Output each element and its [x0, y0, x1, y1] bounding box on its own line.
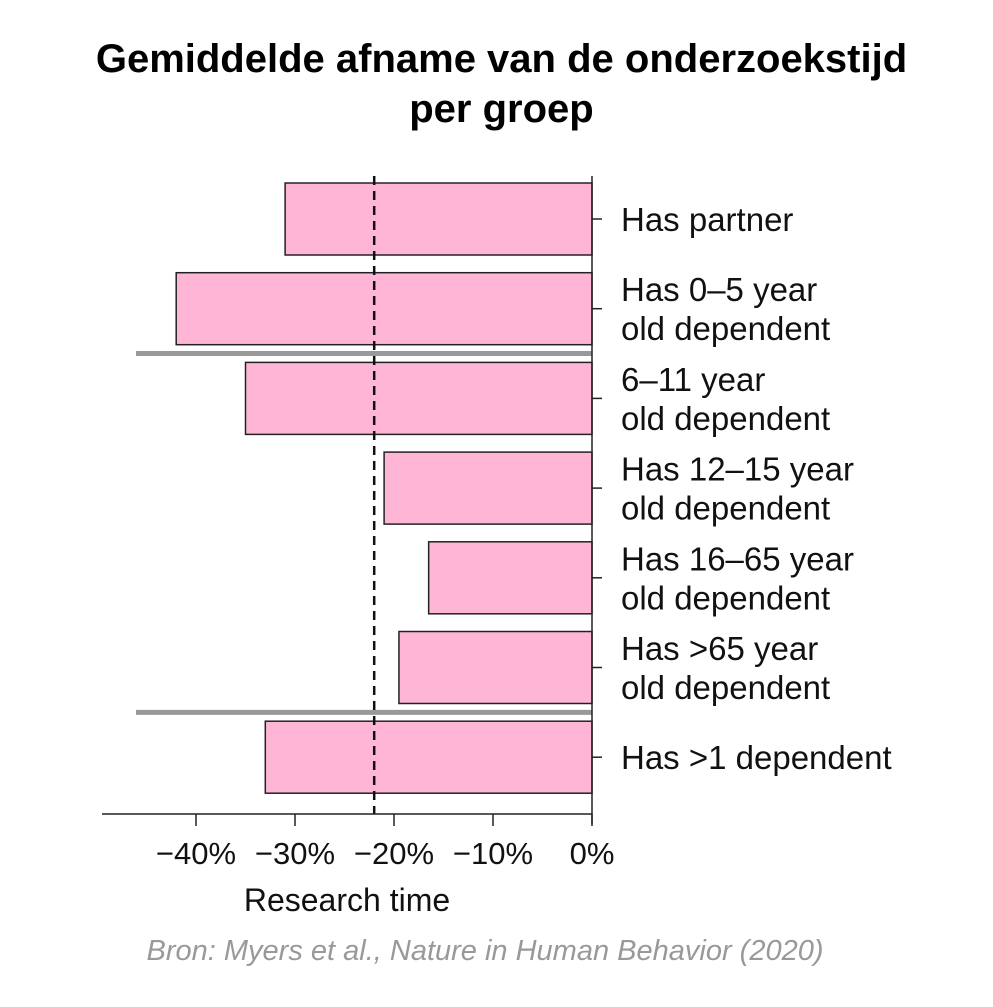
- category-label-4-0: Has 16–65 year: [621, 540, 854, 577]
- x-tick-label-2: −20%: [354, 836, 434, 871]
- bar-6: [264, 720, 593, 794]
- source-caption: Bron: Myers et al., Nature in Human Beha…: [146, 935, 824, 967]
- x-tick-label-1: −30%: [255, 836, 335, 871]
- bar-3: [383, 451, 593, 525]
- category-label-5-0: Has >65 year: [621, 630, 818, 667]
- category-label-0-0: Has partner: [621, 201, 793, 238]
- category-label-5-1: old dependent: [621, 669, 830, 706]
- bar-4: [427, 541, 593, 615]
- category-label-4-1: old dependent: [621, 579, 830, 616]
- bar-5: [398, 630, 593, 705]
- category-label-1-1: old dependent: [621, 310, 830, 347]
- axes-group: [102, 176, 602, 826]
- category-label-1-0: Has 0–5 year: [621, 271, 817, 308]
- bar-0: [284, 182, 593, 256]
- separators-group: [136, 351, 592, 715]
- x-tick-label-0: −40%: [156, 836, 236, 871]
- category-label-6-0: Has >1 dependent: [621, 739, 892, 776]
- tick-labels-group: −40% −30% −20% −10% 0%: [156, 836, 614, 871]
- chart-title: Gemiddelde afname van de onderzoekstijd …: [0, 34, 993, 134]
- x-axis-label: Research time: [244, 882, 450, 918]
- x-tick-label-4: 0%: [570, 836, 615, 871]
- chart-title-line-1: Gemiddelde afname van de onderzoekstijd: [95, 37, 908, 81]
- x-tick-label-3: −10%: [453, 836, 533, 871]
- bars-group: [175, 182, 593, 794]
- bar-2: [244, 361, 593, 436]
- category-label-2-0: 6–11 year: [621, 361, 765, 398]
- category-label-2-1: old dependent: [621, 400, 830, 437]
- bar-1: [175, 271, 593, 346]
- category-label-3-0: Has 12–15 year: [621, 451, 854, 488]
- category-label-3-1: old dependent: [621, 490, 830, 527]
- chart-title-line-2: per groep: [409, 87, 594, 131]
